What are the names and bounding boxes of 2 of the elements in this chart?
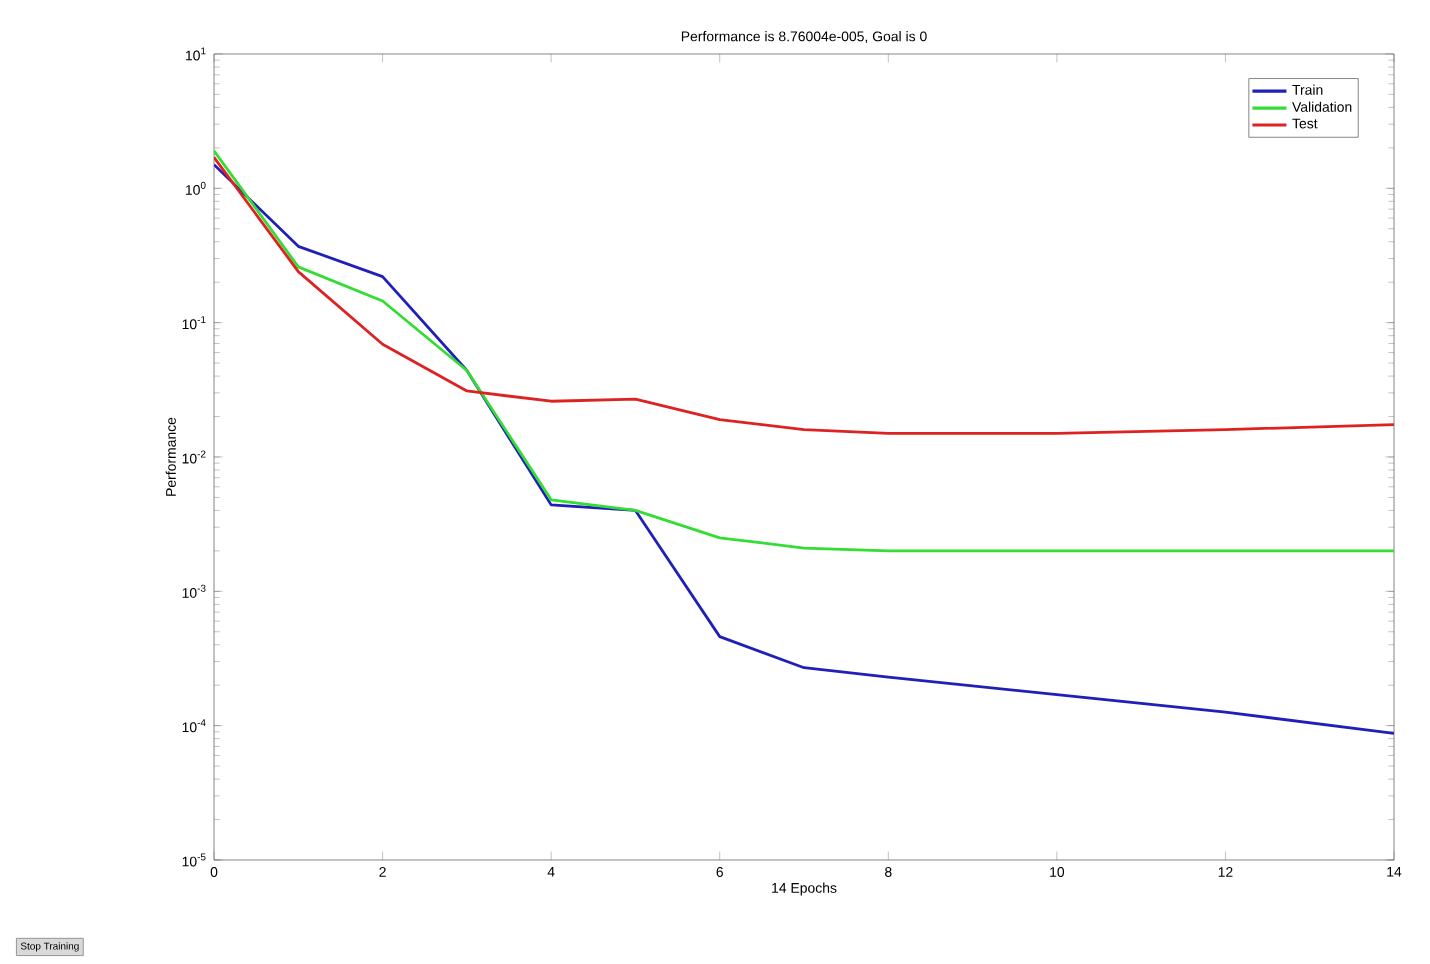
line-series xyxy=(214,155,1395,435)
line-series xyxy=(214,163,1395,735)
